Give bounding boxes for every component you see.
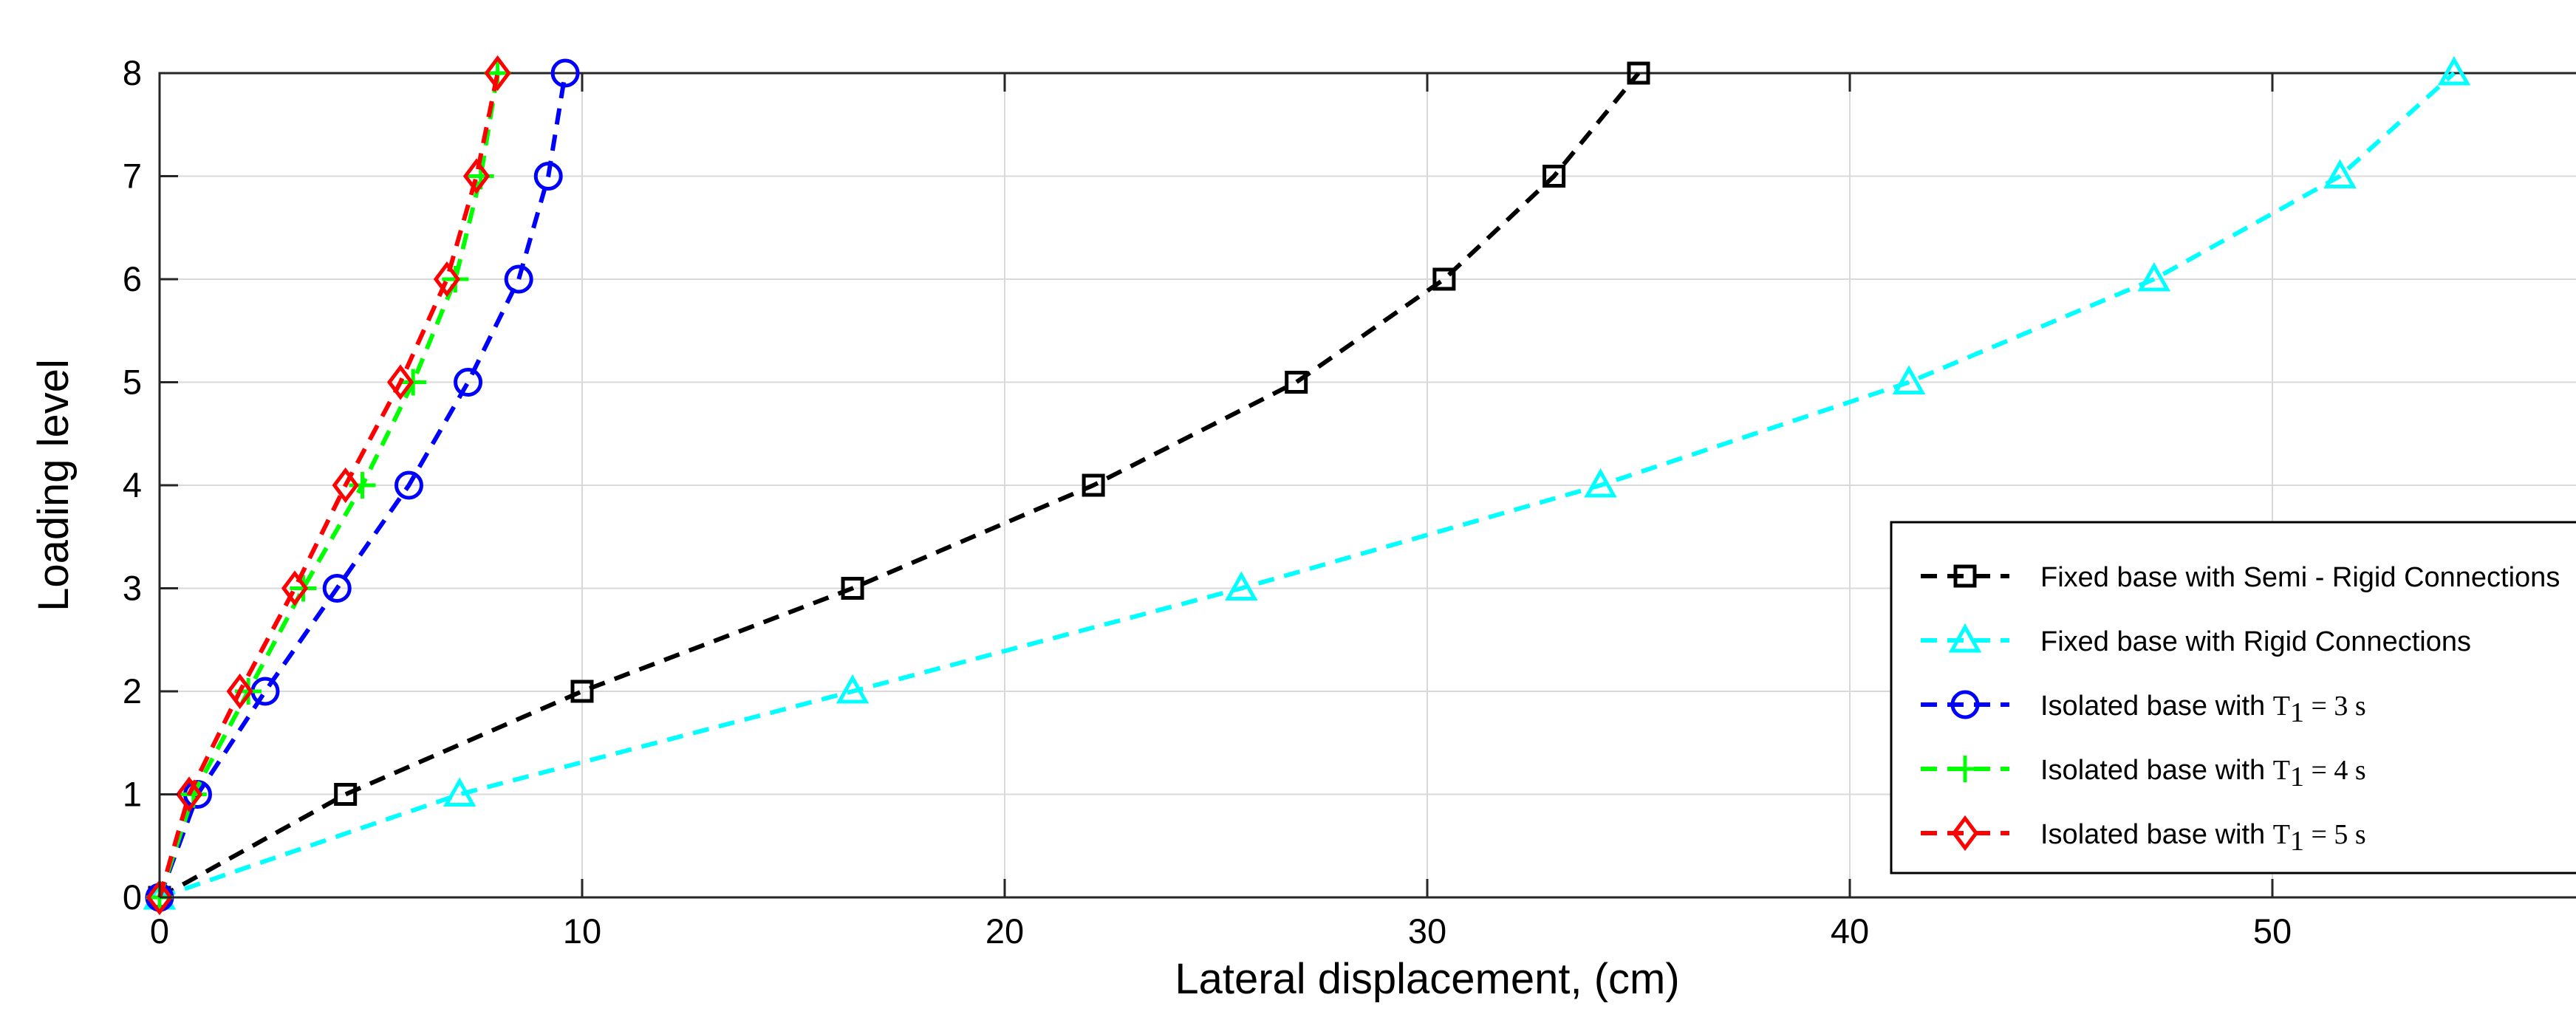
legend-label-prefix: Isolated base with (2040, 755, 2273, 786)
legend-label: Isolated base with T1 = 4 s (2040, 755, 2366, 793)
y-tick-label: 0 (123, 877, 142, 917)
legend-label-suffix: = 4 s (2304, 755, 2366, 786)
data-point-triangle (1584, 468, 1617, 498)
legend-entry: Isolated base with T1 = 3 s (1921, 690, 2366, 728)
series-5 (146, 55, 511, 916)
y-axis-label: Loading level (30, 359, 78, 612)
y-tick-label: 6 (123, 259, 142, 298)
legend-label-suffix: = 3 s (2304, 691, 2366, 722)
series-1 (148, 61, 1650, 909)
legend-entry: Isolated base with T1 = 4 s (1921, 755, 2366, 793)
data-point-triangle (1225, 571, 1258, 600)
legend-label-prefix: Fixed base with Rigid Connections (2040, 626, 2471, 657)
legend-marker-plus (1952, 756, 1978, 782)
series-2 (143, 55, 2471, 910)
legend-marker-triangle (1948, 623, 1982, 653)
data-point-triangle (443, 777, 476, 807)
legend-marker-circle (1950, 690, 1980, 719)
y-tick-label: 7 (123, 157, 142, 196)
x-tick-label: 20 (985, 911, 1024, 951)
data-point-square (1432, 267, 1456, 291)
x-axis-label: Lateral displacement, (cm) (1175, 955, 1679, 1003)
series-line (157, 72, 500, 898)
legend-label-prefix: Isolated base with (2040, 691, 2273, 722)
legend-marker-square (1953, 564, 1977, 588)
legend-box (1890, 521, 2576, 874)
legend-label-subscript: 1 (2290, 697, 2304, 728)
series-layer (143, 55, 2471, 916)
data-point-square (1285, 371, 1308, 394)
data-point-circle (454, 368, 483, 397)
data-point-plus (290, 575, 317, 602)
legend-label-symbol: T (2273, 819, 2290, 850)
y-tick-label: 8 (123, 53, 142, 92)
legend-label: Isolated base with T1 = 5 s (2040, 819, 2366, 857)
data-point-triangle (2323, 159, 2357, 188)
data-point-circle (322, 574, 352, 603)
axis-ticks: 0102030405060012345678 (123, 53, 2292, 951)
data-point-square (1542, 165, 1566, 188)
y-tick-label: 2 (123, 671, 142, 711)
data-point-diamond (433, 261, 461, 298)
legend-label-prefix: Isolated base with (2040, 819, 2273, 850)
data-point-circle (504, 264, 533, 294)
legend-entry: Fixed base with Semi - Rigid Connections (1921, 562, 2560, 593)
data-point-diamond (175, 776, 203, 812)
data-point-diamond (462, 158, 491, 194)
series-line (158, 72, 1641, 900)
legend-label: Fixed base with Semi - Rigid Connections (2040, 562, 2560, 593)
data-point-diamond (226, 673, 253, 710)
data-point-circle (533, 162, 563, 191)
legend-label-symbol: T (2273, 755, 2290, 786)
data-point-triangle (2437, 55, 2471, 86)
data-point-circle (550, 58, 580, 88)
legend-marker-diamond (1951, 815, 1979, 852)
legend-label-prefix: Fixed base with Semi - Rigid Connections (2040, 562, 2560, 593)
legend-entry: Isolated base with T1 = 5 s (1921, 815, 2366, 857)
legend: Fixed base with Semi - Rigid Connections… (1890, 521, 2576, 874)
x-tick-label: 50 (2253, 911, 2292, 951)
y-tick-label: 1 (123, 775, 142, 814)
legend-label-subscript: 1 (2290, 826, 2304, 857)
grid (160, 73, 2576, 897)
x-tick-label: 10 (563, 911, 601, 951)
data-point-diamond (386, 364, 414, 400)
legend-label-subscript: 1 (2290, 761, 2304, 793)
data-point-triangle (836, 674, 870, 704)
data-point-square (1082, 473, 1105, 497)
series-line (157, 72, 568, 899)
legend-label: Isolated base with T1 = 3 s (2040, 691, 2366, 728)
series-line (159, 71, 2456, 900)
legend-label: Fixed base with Rigid Connections (2040, 626, 2471, 657)
data-point-diamond (146, 879, 174, 916)
data-point-square (1627, 61, 1650, 85)
legend-entry: Fixed base with Rigid Connections (1921, 623, 2471, 657)
x-tick-label: 0 (150, 911, 169, 951)
x-tick-label: 30 (1408, 911, 1446, 951)
data-point-diamond (281, 570, 309, 606)
legend-label-suffix: = 5 s (2304, 819, 2366, 850)
data-point-diamond (484, 55, 511, 92)
legend-label-symbol: T (2273, 691, 2290, 722)
y-tick-label: 3 (123, 569, 142, 608)
data-point-triangle (2137, 261, 2171, 292)
data-point-square (570, 680, 594, 703)
data-point-triangle (1892, 365, 1926, 394)
y-tick-label: 5 (123, 363, 142, 402)
data-point-square (334, 783, 358, 806)
data-point-diamond (332, 467, 359, 504)
x-tick-label: 40 (1831, 911, 1869, 951)
data-point-square (841, 577, 864, 600)
data-point-plus (442, 266, 469, 292)
data-point-circle (394, 470, 423, 500)
y-tick-label: 4 (123, 465, 142, 504)
data-point-plus (349, 472, 376, 499)
